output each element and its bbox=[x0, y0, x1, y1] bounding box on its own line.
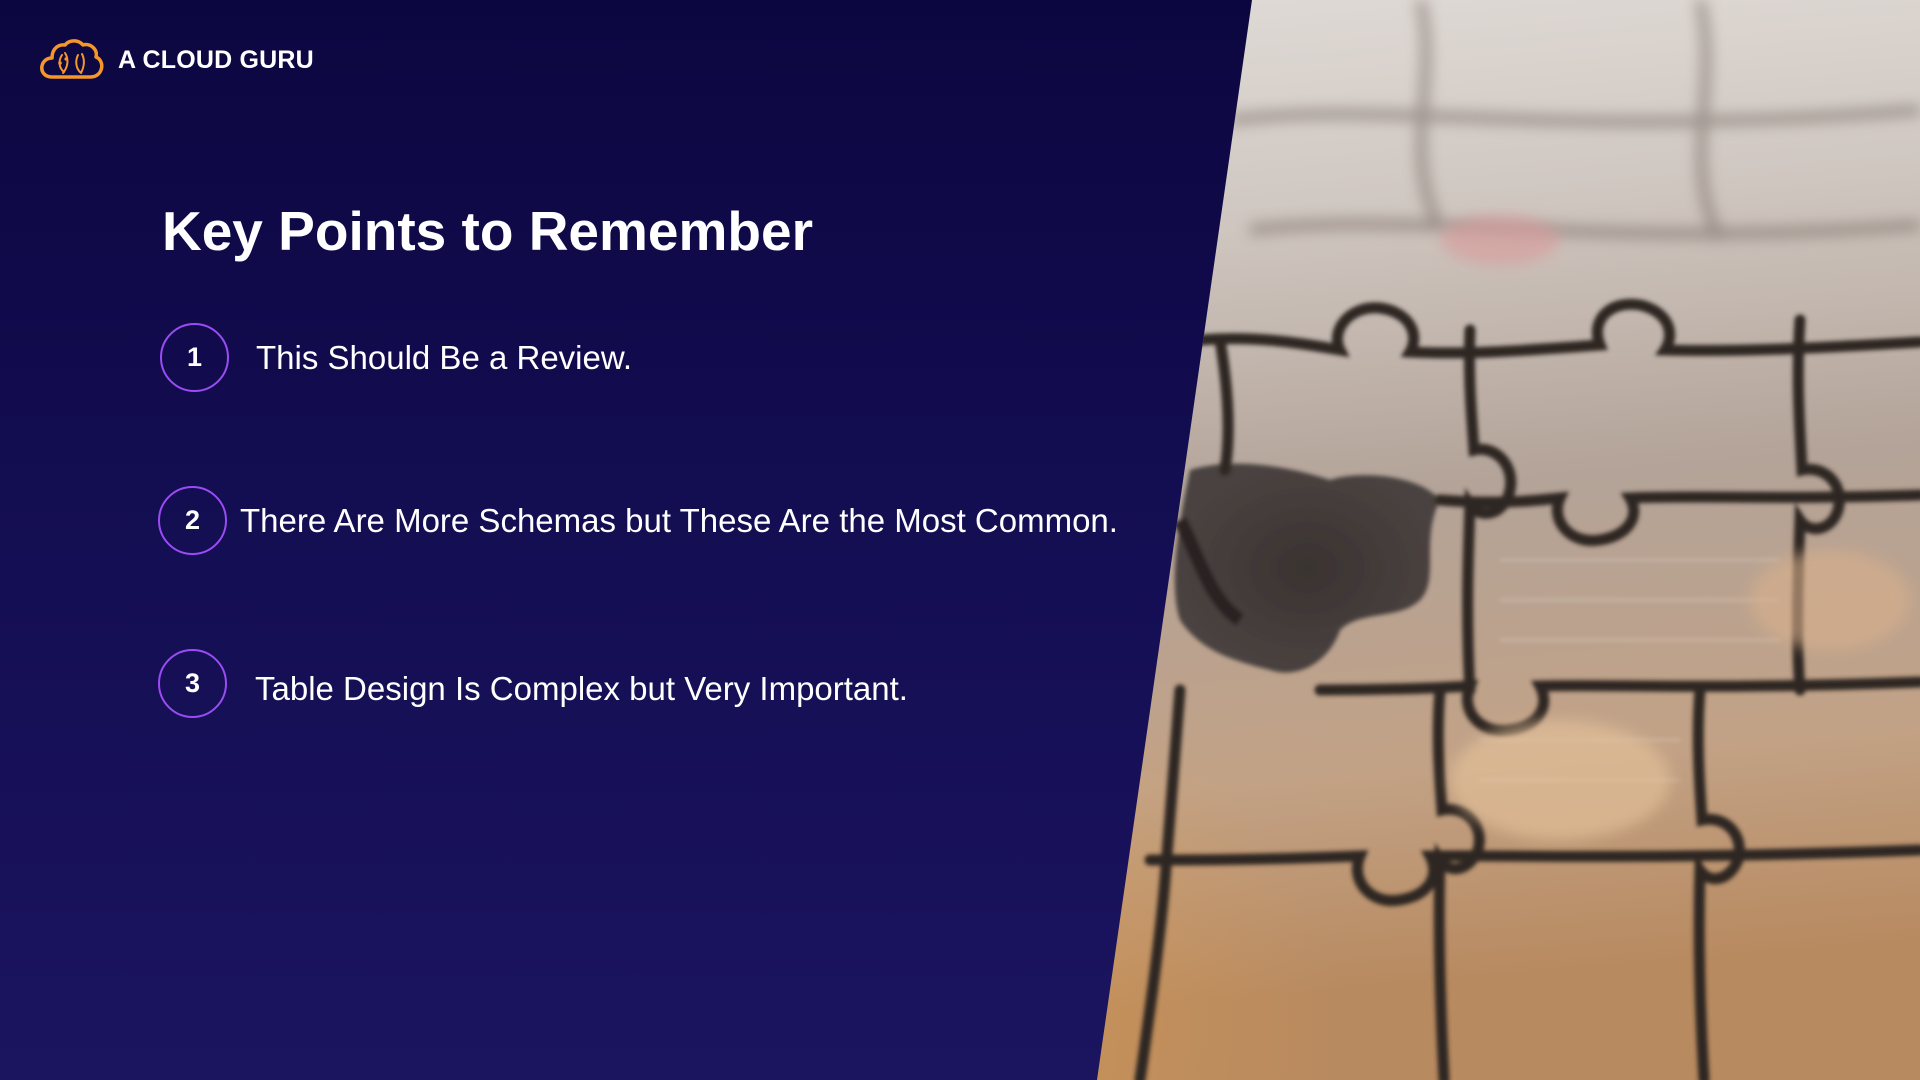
key-point-1: 1 This Should Be a Review. bbox=[160, 323, 632, 392]
point-text: There Are More Schemas but These Are the… bbox=[240, 501, 1118, 539]
key-point-3: 3 Table Design Is Complex but Very Impor… bbox=[158, 649, 908, 718]
point-number-badge: 1 bbox=[160, 323, 229, 392]
point-text: This Should Be a Review. bbox=[256, 338, 633, 376]
point-number-badge: 2 bbox=[158, 486, 227, 555]
cloud-logo-icon bbox=[40, 39, 104, 79]
brand-logo: A CLOUD GURU bbox=[38, 36, 314, 84]
slide-title: Key Points to Remember bbox=[162, 200, 814, 262]
brand-name: A CLOUD GURU bbox=[118, 45, 314, 74]
key-point-2: 2 There Are More Schemas but These Are t… bbox=[158, 486, 1118, 555]
point-text: Table Design Is Complex but Very Importa… bbox=[255, 669, 908, 707]
point-number-badge: 3 bbox=[158, 649, 227, 718]
